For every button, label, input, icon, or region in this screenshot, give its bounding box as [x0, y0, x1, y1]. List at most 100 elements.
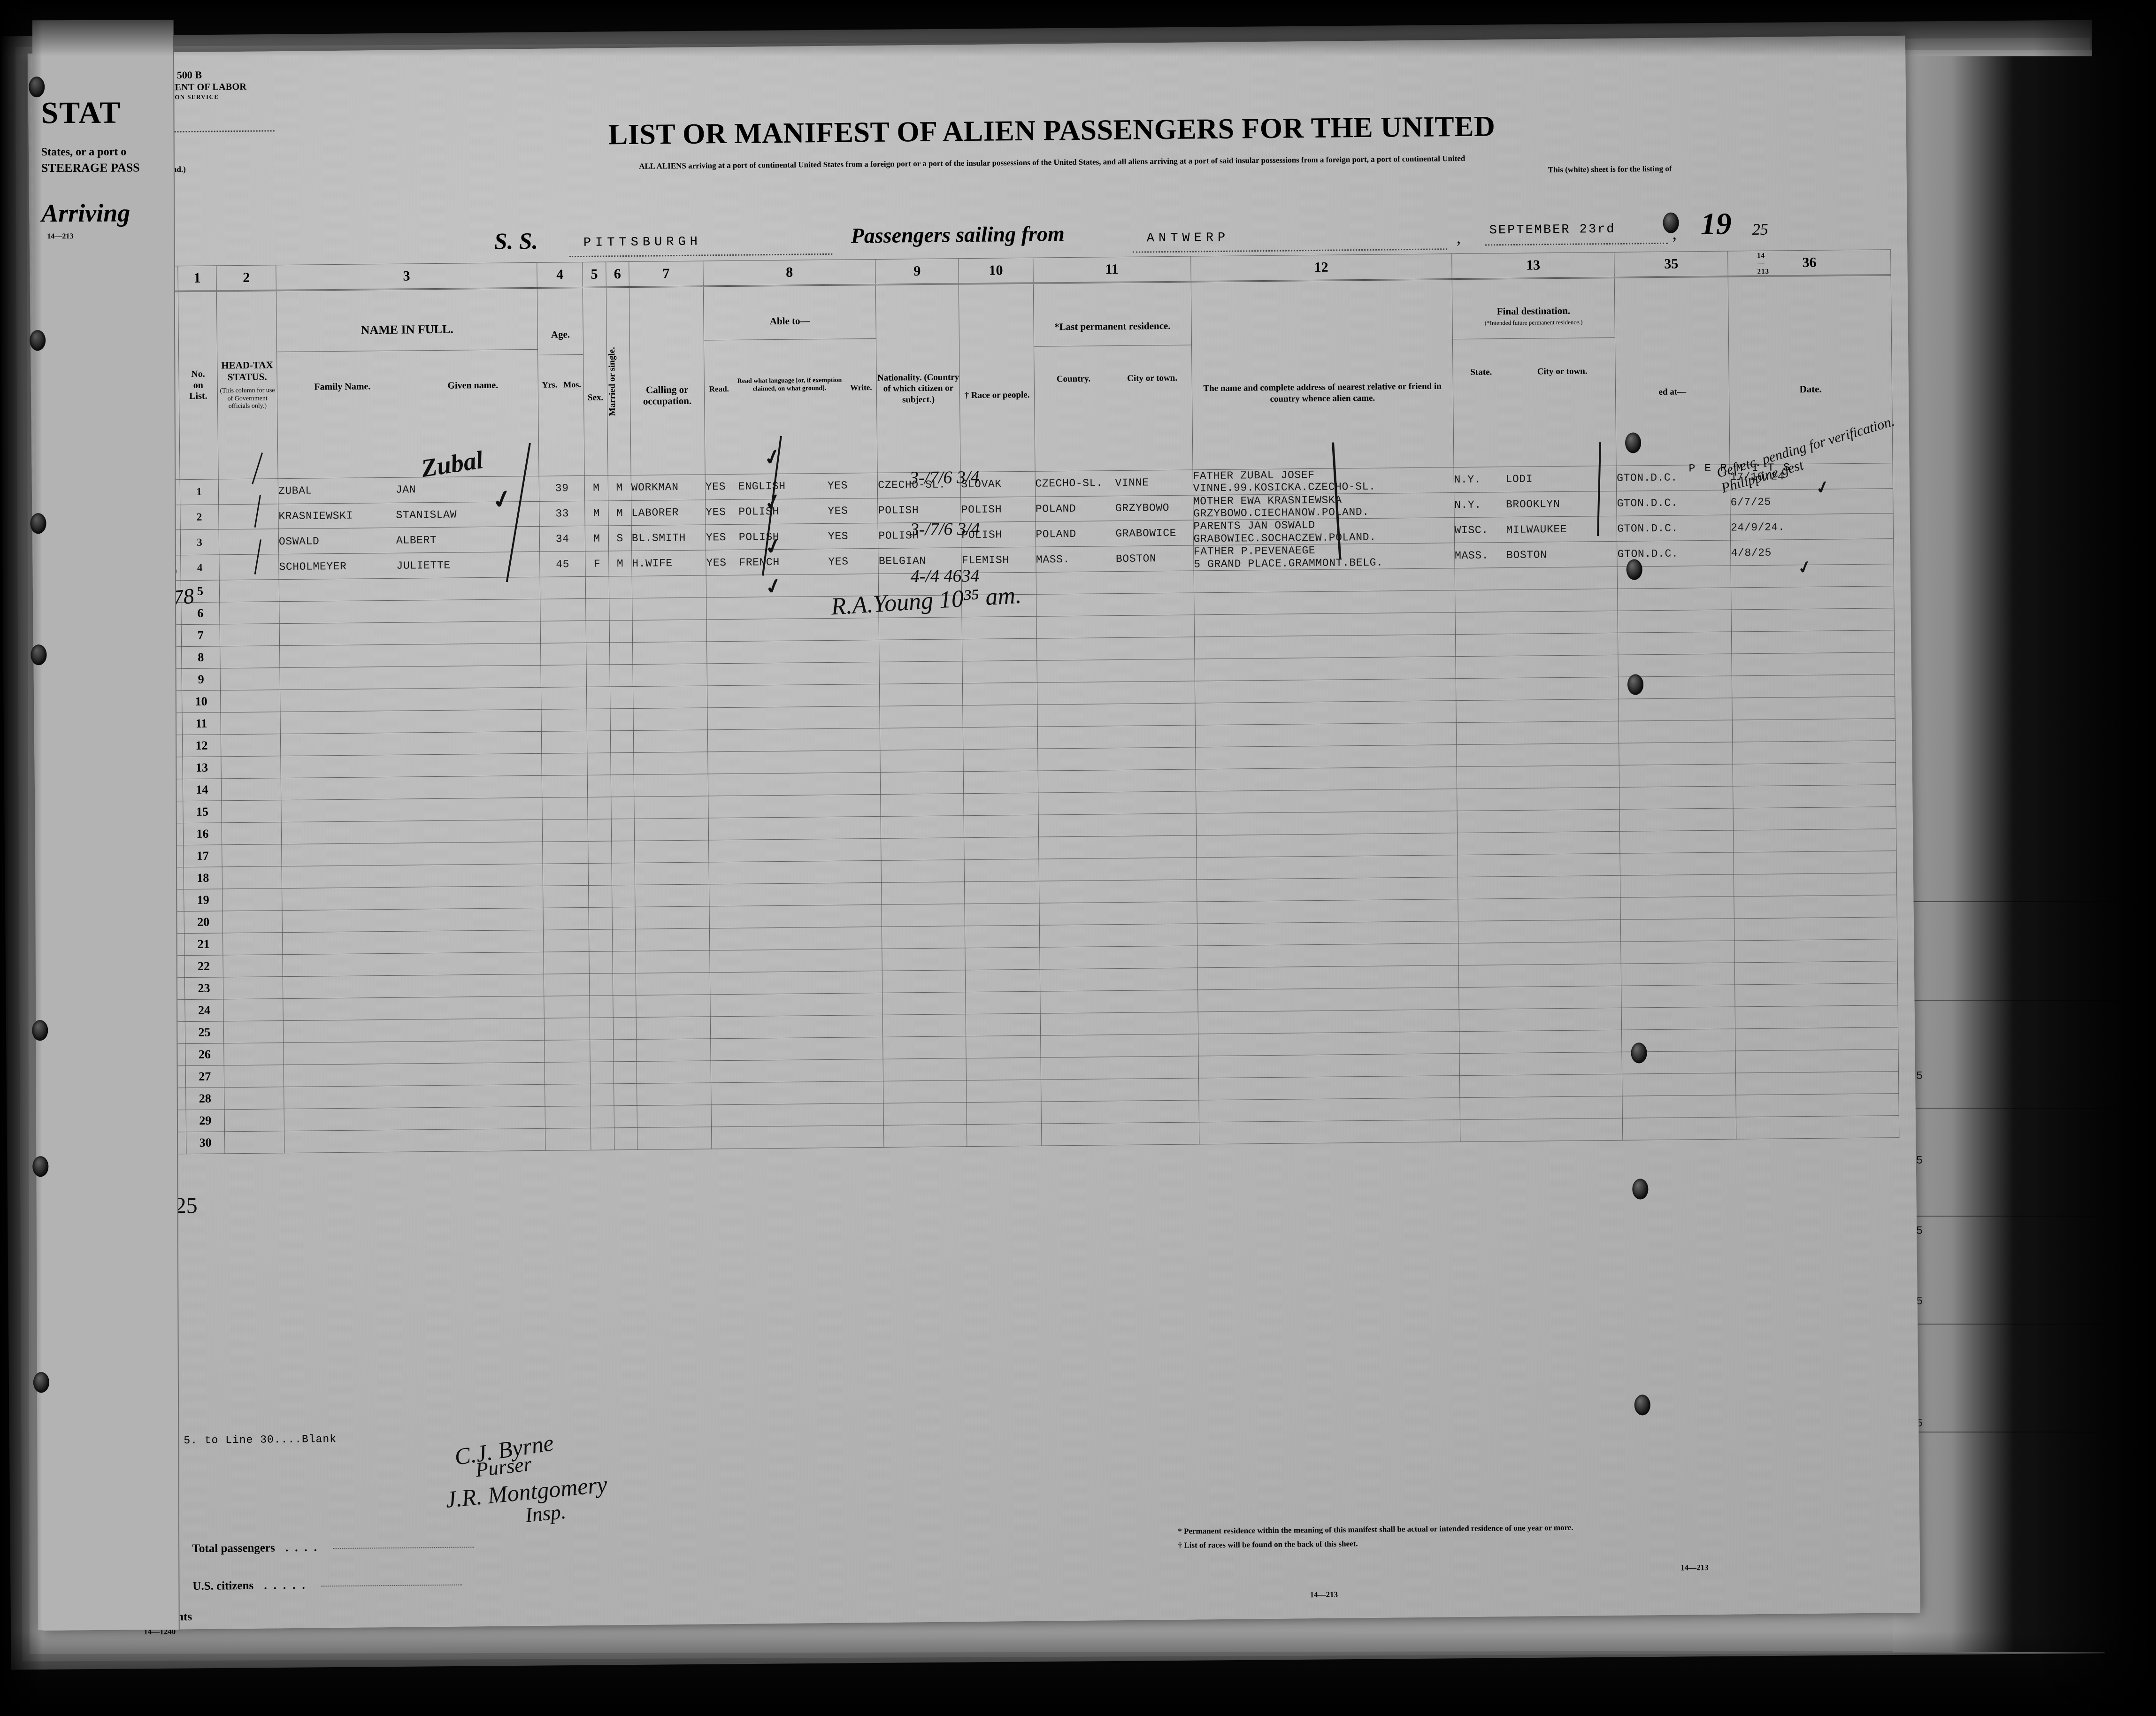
c — [609, 664, 633, 687]
c — [1196, 833, 1458, 858]
c — [540, 643, 587, 666]
us-citizens-field[interactable] — [321, 1584, 462, 1587]
c — [1622, 1073, 1736, 1096]
c — [1619, 698, 1733, 721]
c — [279, 599, 541, 624]
c — [636, 973, 710, 996]
c — [542, 819, 589, 842]
c — [544, 996, 590, 1019]
c — [589, 929, 613, 952]
c — [611, 797, 635, 820]
row-3-able-to: YES POLISH YES — [706, 523, 879, 551]
c — [542, 797, 588, 820]
punch-hole-icon — [30, 513, 46, 534]
row-1-race: SLOVAK — [960, 471, 1036, 498]
c — [281, 797, 543, 822]
sailing-from-label: Passengers sailing from — [851, 222, 1065, 248]
c — [632, 598, 707, 621]
c — [589, 973, 613, 996]
c — [879, 639, 963, 662]
c — [965, 903, 1039, 926]
c — [284, 1062, 545, 1087]
row-1-write: YES — [827, 479, 848, 492]
c — [1038, 835, 1197, 859]
empty-row-no: 22 — [184, 955, 223, 978]
c — [1455, 633, 1619, 657]
c — [610, 708, 634, 731]
empty-row-no: 5 — [180, 580, 220, 603]
header-col-2: HEAD-TAX STATUS. (This column for use of… — [216, 290, 278, 479]
c — [609, 642, 633, 665]
c — [543, 863, 589, 886]
c — [586, 598, 609, 621]
header-col-10-label: † Race or people. — [964, 390, 1030, 401]
row-3-language: POLISH — [738, 530, 780, 544]
punch-hole-icon — [32, 1020, 48, 1041]
c — [223, 1020, 284, 1044]
list-dotted-rule — [157, 130, 275, 133]
c — [1618, 610, 1732, 633]
c — [1196, 855, 1458, 880]
c — [879, 617, 962, 640]
empty-row-no: 8 — [181, 646, 221, 669]
c — [222, 822, 282, 845]
c — [279, 621, 541, 646]
c — [1460, 1118, 1623, 1142]
colnum-6: 6 — [606, 261, 629, 287]
c — [611, 819, 635, 842]
c — [1036, 681, 1195, 705]
c — [1458, 1008, 1622, 1032]
empty-row-no: 11 — [182, 712, 221, 735]
c — [545, 1106, 591, 1129]
row-1-age: 39 — [539, 475, 585, 501]
row-3-given-name: ALBERT — [396, 534, 437, 547]
punch-hole-icon — [32, 1156, 49, 1177]
c — [634, 774, 708, 797]
c — [636, 1061, 711, 1084]
colnum-12: 12 — [1190, 253, 1452, 282]
row-2-admitted: GTON.D.C. — [1616, 490, 1731, 516]
c — [540, 576, 586, 599]
row-3-dest-city: MILWAUKEE — [1506, 523, 1567, 536]
c — [283, 974, 544, 999]
c — [279, 577, 540, 602]
total-passengers-field[interactable] — [333, 1547, 474, 1549]
row-4-list-no: 4 — [180, 555, 220, 581]
c — [1199, 1119, 1460, 1145]
c — [282, 908, 544, 933]
row-4-race: FLEMISH — [961, 547, 1036, 573]
c — [280, 709, 542, 734]
row-3-res-city: GRABOWICE — [1115, 527, 1177, 540]
c — [965, 947, 1040, 970]
row-2-language: POLISH — [738, 505, 779, 518]
c — [1619, 720, 1733, 743]
empty-row-no: 25 — [184, 1021, 224, 1044]
c — [541, 753, 588, 776]
empty-row-no: 17 — [183, 845, 223, 867]
header-col-3-family: Family Name. — [314, 381, 371, 392]
year-prefix: 19 — [1700, 207, 1732, 242]
header-col-8-language: Read what language [or, if exemption cla… — [737, 376, 842, 393]
c — [1197, 943, 1459, 968]
punch-hole-icon — [1625, 432, 1642, 453]
c — [1194, 612, 1456, 637]
row-1-able-to: YES ENGLISH YES — [705, 473, 878, 500]
c — [223, 998, 284, 1022]
c — [706, 574, 879, 598]
c — [1039, 968, 1198, 992]
c — [963, 771, 1038, 794]
c — [545, 1084, 591, 1107]
c — [1618, 632, 1732, 655]
c — [966, 1013, 1041, 1036]
footer-signature-inspector: J.R. Montgomery — [444, 1471, 609, 1513]
row-4-calling: H.WIFE — [631, 550, 706, 576]
c — [1038, 813, 1197, 837]
c — [281, 820, 543, 844]
c — [1036, 615, 1195, 639]
c — [1456, 743, 1619, 767]
c — [282, 952, 544, 977]
c — [1459, 1096, 1623, 1120]
c — [1195, 678, 1456, 704]
c — [1621, 963, 1735, 986]
